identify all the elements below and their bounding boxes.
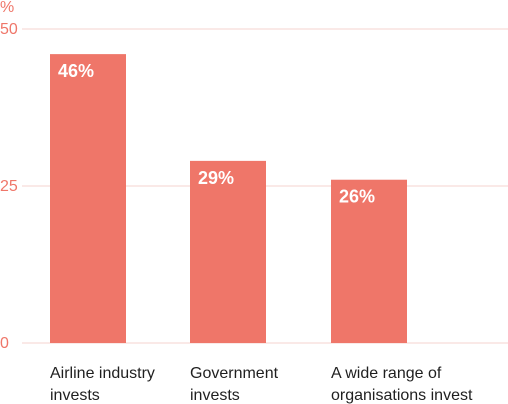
- category-label-line: Government: [190, 365, 279, 382]
- category-label: Government invests: [190, 365, 279, 404]
- bar: [190, 160, 266, 343]
- category-label-line: invests: [190, 387, 240, 404]
- y-axis-unit-label: %: [0, 0, 14, 16]
- y-tick-label: 25: [0, 178, 18, 195]
- category-label-line: invests: [50, 387, 100, 404]
- y-tick-label: 50: [0, 21, 18, 38]
- labels: % 50 25 0 46% Airline industry invests 29% Gover…: [0, 0, 473, 404]
- bar: [50, 54, 126, 344]
- bar-value-label: 26%: [339, 187, 375, 207]
- y-tick-label: 0: [0, 335, 9, 352]
- category-label-line: organisations invest: [331, 387, 473, 404]
- bar: [331, 179, 407, 343]
- category-label-line: Airline industry: [50, 365, 155, 382]
- bar-value-label: 29%: [198, 168, 234, 188]
- category-label-line: A wide range of: [331, 365, 442, 382]
- category-label: A wide range of organisations invest: [331, 365, 473, 404]
- bar-value-label: 46%: [58, 61, 94, 81]
- bars: [50, 54, 407, 344]
- category-label: Airline industry invests: [50, 365, 155, 404]
